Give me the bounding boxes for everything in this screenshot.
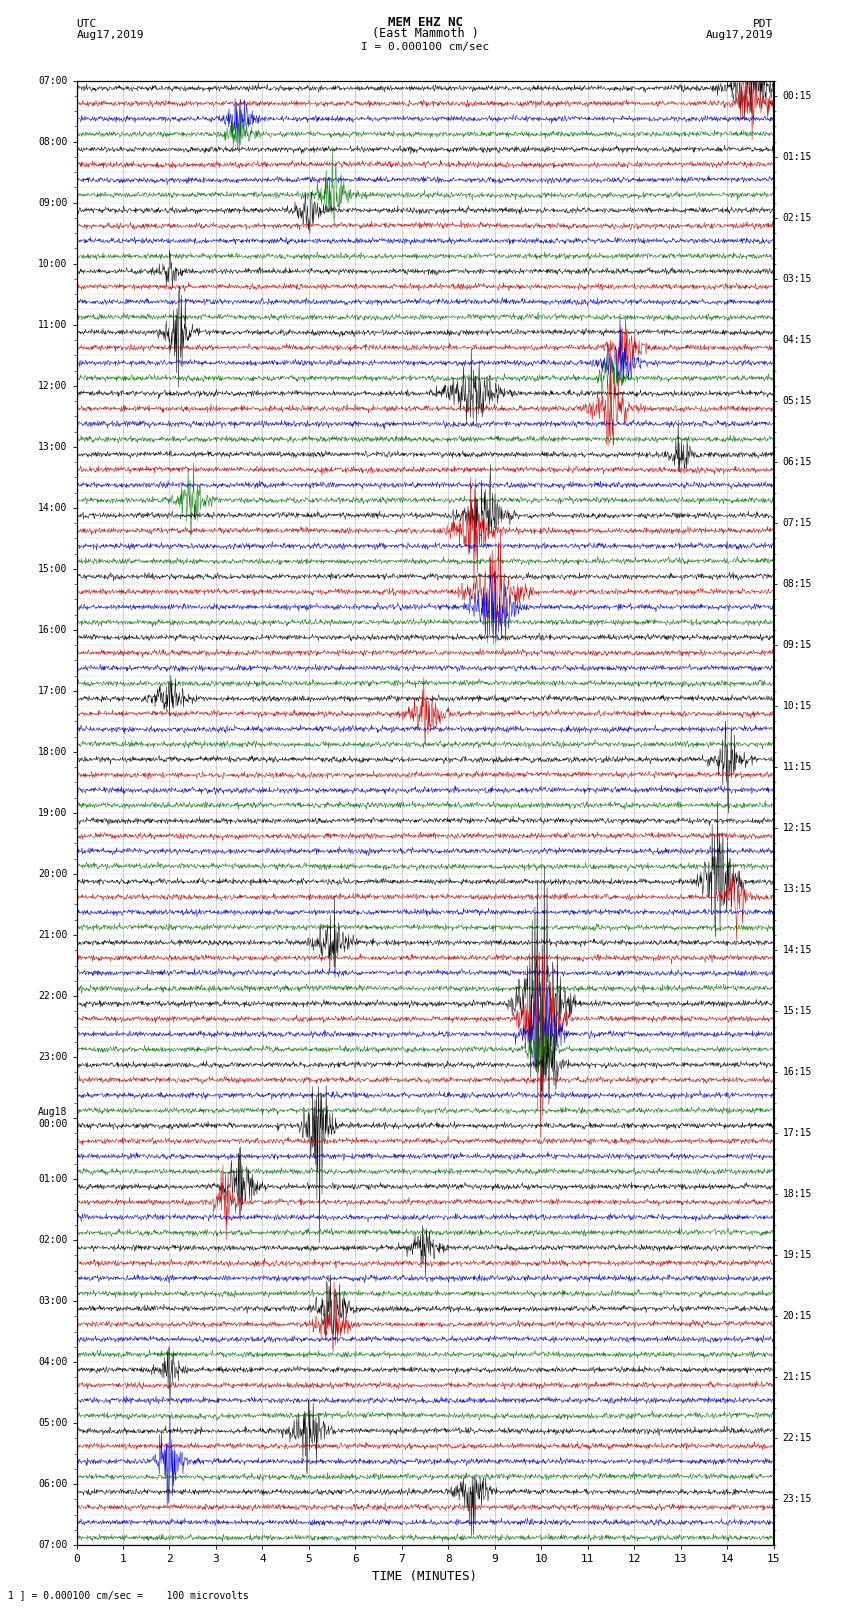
Text: I = 0.000100 cm/sec: I = 0.000100 cm/sec bbox=[361, 42, 489, 52]
Text: PDT: PDT bbox=[753, 19, 774, 29]
X-axis label: TIME (MINUTES): TIME (MINUTES) bbox=[372, 1569, 478, 1582]
Text: MEM EHZ NC: MEM EHZ NC bbox=[388, 16, 462, 29]
Text: 1 ] = 0.000100 cm/sec =    100 microvolts: 1 ] = 0.000100 cm/sec = 100 microvolts bbox=[8, 1590, 249, 1600]
Text: Aug17,2019: Aug17,2019 bbox=[706, 31, 774, 40]
Text: UTC: UTC bbox=[76, 19, 97, 29]
Text: Aug17,2019: Aug17,2019 bbox=[76, 31, 144, 40]
Text: (East Mammoth ): (East Mammoth ) bbox=[371, 27, 479, 40]
